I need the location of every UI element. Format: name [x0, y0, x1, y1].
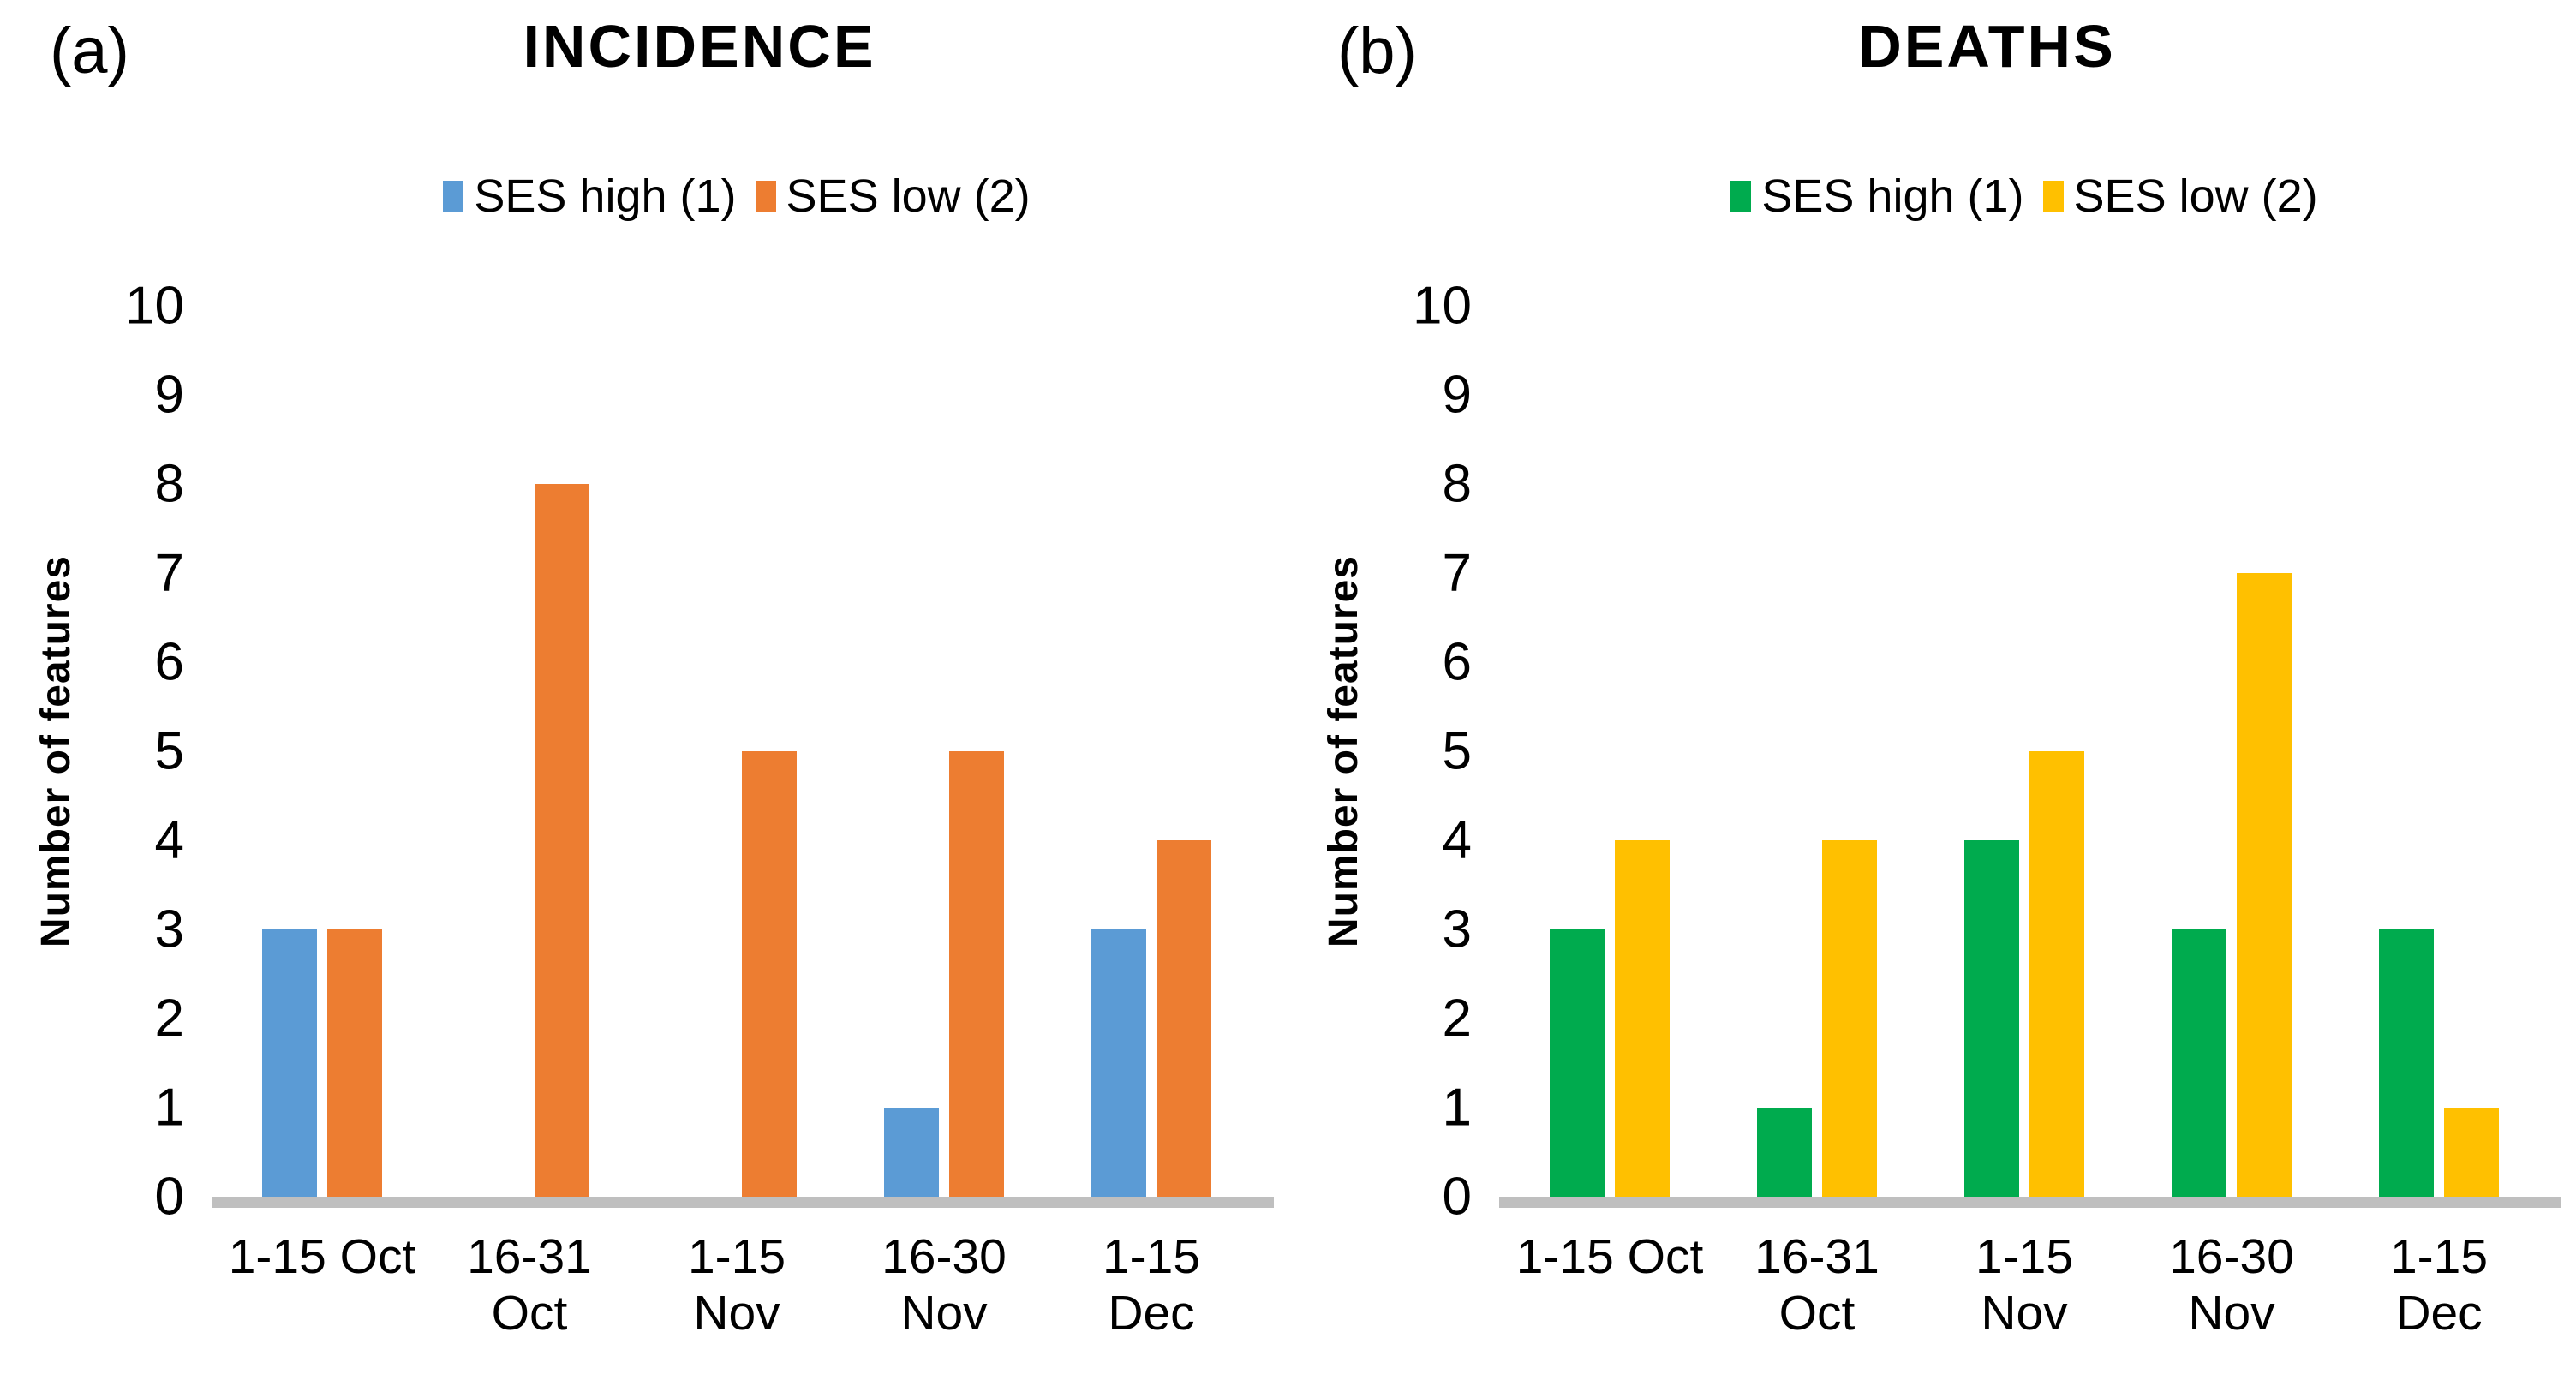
bar-group — [2128, 306, 2335, 1197]
y-tick-label: 0 — [154, 1167, 184, 1227]
x-tick-label: 1-15 Oct — [228, 1229, 416, 1284]
bar-group — [1713, 306, 1921, 1197]
x-axis-labels: 1-15 Oct 16-31 Oct 1-15 Nov 16-30 Nov 1-15 Dec — [218, 1229, 1255, 1341]
legend-item-ses-high: SES high (1) — [1730, 170, 2024, 223]
y-tick-label: 8 — [1442, 454, 1472, 514]
legend-item-ses-low: SES low (2) — [755, 170, 1031, 223]
x-tick-label: 1-15 Nov — [687, 1229, 786, 1341]
y-tick-label: 6 — [154, 632, 184, 692]
bar — [1157, 840, 1211, 1197]
y-axis-ticks: 10 9 8 7 6 5 4 3 2 1 0 — [1288, 277, 1472, 1227]
y-tick-label: 9 — [154, 365, 184, 425]
bar-group — [2335, 306, 2543, 1197]
bar — [2444, 1108, 2499, 1197]
y-tick-label: 4 — [1442, 810, 1472, 870]
plot-area: 1-15 Oct 16-31 Oct 1-15 Nov 16-30 Nov 1-15 Dec — [212, 306, 1274, 1341]
y-tick-label: 6 — [1442, 632, 1472, 692]
y-tick-label: 3 — [1442, 899, 1472, 959]
bar — [535, 484, 589, 1197]
panel-a-title: INCIDENCE — [523, 13, 876, 80]
legend-label-ses-high: SES high (1) — [1761, 170, 2024, 222]
x-tick-label: 1-15 Dec — [2389, 1229, 2489, 1341]
y-tick-label: 10 — [1413, 276, 1472, 336]
y-tick-label: 0 — [1442, 1167, 1472, 1227]
legend-item-ses-low: SES low (2) — [2042, 170, 2318, 223]
bar-group — [426, 306, 633, 1197]
bar — [1615, 840, 1670, 1197]
bar-group — [633, 306, 840, 1197]
x-tick-label: 1-15 Oct — [1515, 1229, 1704, 1284]
bar-group — [1921, 306, 2128, 1197]
y-tick-label: 5 — [154, 721, 184, 781]
x-tick-label: 16-31 Oct — [1754, 1229, 1880, 1341]
y-tick-label: 2 — [154, 989, 184, 1048]
y-tick-label: 5 — [1442, 721, 1472, 781]
panel-a-legend: SES high (1) SES low (2) — [218, 170, 1255, 223]
panel-b-title: DEATHS — [1858, 13, 2116, 80]
bar-group — [1048, 306, 1255, 1197]
y-tick-label: 9 — [1442, 365, 1472, 425]
y-tick-label: 1 — [1442, 1078, 1472, 1138]
x-axis-line — [212, 1197, 1274, 1208]
y-tick-label: 7 — [1442, 543, 1472, 603]
x-tick-label: 1-15 Dec — [1102, 1229, 1201, 1341]
panel-a-label: (a) — [50, 15, 129, 87]
bar-group — [218, 306, 426, 1197]
bar-group — [1506, 306, 1713, 1197]
legend-label-ses-low: SES low (2) — [2073, 170, 2318, 222]
legend-swatch-ses-high — [443, 181, 464, 212]
bar-group — [840, 306, 1048, 1197]
bar — [1964, 840, 2019, 1197]
legend-label-ses-low: SES low (2) — [786, 170, 1031, 222]
bar — [2237, 573, 2292, 1197]
bar-groups — [1506, 306, 2543, 1197]
bar — [1091, 929, 1146, 1197]
y-tick-label: 1 — [154, 1078, 184, 1138]
bar — [742, 751, 797, 1197]
x-tick-label: 16-30 Nov — [882, 1229, 1007, 1341]
bar — [1550, 929, 1605, 1197]
x-tick-label: 16-30 Nov — [2169, 1229, 2294, 1341]
bar — [1822, 840, 1877, 1197]
y-tick-label: 7 — [154, 543, 184, 603]
legend-label-ses-high: SES high (1) — [474, 170, 737, 222]
panel-b-legend: SES high (1) SES low (2) — [1506, 170, 2543, 223]
x-axis-labels: 1-15 Oct 16-31 Oct 1-15 Nov 16-30 Nov 1-15 Dec — [1506, 1229, 2543, 1341]
x-tick-label: 1-15 Nov — [1975, 1229, 2074, 1341]
bar — [949, 751, 1004, 1197]
y-tick-label: 3 — [154, 899, 184, 959]
bar — [1757, 1108, 1812, 1197]
x-axis-line — [1499, 1197, 2561, 1208]
y-tick-label: 2 — [1442, 989, 1472, 1048]
panel-incidence: (a) INCIDENCE SES high (1) SES low (2) N… — [0, 13, 1274, 1341]
plot-area: 1-15 Oct 16-31 Oct 1-15 Nov 16-30 Nov 1-15 Dec — [1499, 306, 2561, 1341]
panel-b-label: (b) — [1337, 15, 1417, 87]
legend-swatch-ses-high — [1730, 181, 1752, 212]
bar — [2029, 751, 2084, 1197]
legend-swatch-ses-low — [2042, 181, 2064, 212]
bar — [2172, 929, 2226, 1197]
bar — [327, 929, 382, 1197]
y-axis-ticks: 10 9 8 7 6 5 4 3 2 1 0 — [0, 277, 184, 1227]
y-tick-label: 8 — [154, 454, 184, 514]
legend-item-ses-high: SES high (1) — [443, 170, 737, 223]
bar — [2379, 929, 2434, 1197]
bar — [262, 929, 317, 1197]
y-tick-label: 10 — [125, 276, 184, 336]
bar — [884, 1108, 939, 1197]
x-tick-label: 16-31 Oct — [467, 1229, 592, 1341]
legend-swatch-ses-low — [755, 181, 776, 212]
y-tick-label: 4 — [154, 810, 184, 870]
bar-groups — [218, 306, 1255, 1197]
panel-deaths: (b) DEATHS SES high (1) SES low (2) Numb… — [1288, 0, 2575, 1380]
